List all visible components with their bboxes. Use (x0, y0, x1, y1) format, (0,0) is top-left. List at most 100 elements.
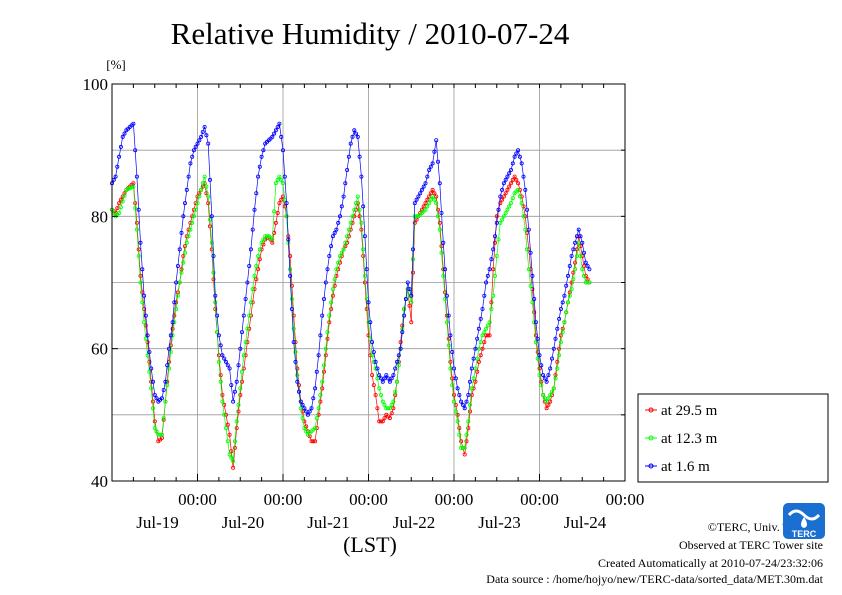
data-point (239, 369, 244, 374)
data-point (423, 181, 428, 186)
data-point (346, 227, 351, 232)
data-point (371, 349, 376, 354)
data-point (464, 432, 469, 437)
y-tick-label: 100 (83, 75, 109, 94)
data-point (500, 197, 505, 202)
x-axis: 00:00Jul-1900:00Jul-2000:00Jul-2100:00Ju… (132, 84, 644, 532)
data-point (348, 220, 353, 225)
data-point (432, 149, 437, 154)
data-point (337, 214, 342, 219)
logo-lettering: TERC (792, 529, 817, 539)
data-point (410, 247, 415, 252)
terc-logo: TERC (783, 503, 825, 539)
data-point (489, 257, 494, 262)
data-point (566, 300, 571, 305)
data-point (174, 280, 179, 285)
data-point (277, 174, 282, 179)
data-point (131, 121, 136, 126)
data-point (441, 273, 446, 278)
data-point (537, 353, 542, 358)
data-point (150, 399, 155, 404)
data-point (455, 412, 460, 417)
data-point (259, 240, 264, 245)
data-point (535, 356, 540, 361)
data-point (199, 187, 204, 192)
data-point (172, 300, 177, 305)
data-point (236, 402, 241, 407)
data-point (223, 359, 228, 364)
data-point (508, 167, 513, 172)
data-point (508, 201, 513, 206)
data-point (414, 197, 419, 202)
data-point (546, 402, 551, 407)
data-point (443, 296, 448, 301)
data-point (323, 346, 328, 351)
data-point (243, 296, 248, 301)
data-point (464, 439, 469, 444)
data-point (514, 151, 519, 156)
data-point (239, 330, 244, 335)
data-point (585, 263, 590, 268)
data-point (154, 396, 159, 401)
data-point (398, 346, 403, 351)
data-point (394, 359, 399, 364)
data-point (528, 283, 533, 288)
data-point (227, 432, 232, 437)
data-point (166, 346, 171, 351)
data-point (236, 409, 241, 414)
data-point (257, 247, 262, 252)
data-point (293, 349, 298, 354)
data-point (558, 306, 563, 311)
legend-label: at 1.6 m (661, 459, 710, 475)
data-point (478, 340, 483, 345)
data-point (386, 406, 391, 411)
data-point (222, 356, 227, 361)
data-point (512, 174, 517, 179)
data-point (247, 313, 252, 318)
data-point (361, 204, 366, 209)
data-point (241, 353, 246, 358)
data-point (357, 214, 362, 219)
data-point (330, 287, 335, 292)
data-point (380, 379, 385, 384)
data-point (252, 273, 257, 278)
data-point (467, 402, 472, 407)
x-tick-time-label: 00:00 (349, 490, 388, 509)
data-point (578, 253, 583, 258)
data-point (505, 207, 510, 212)
data-point (444, 293, 449, 298)
data-point (225, 422, 230, 427)
x-tick-time-label: 00:00 (520, 490, 559, 509)
data-point (321, 296, 326, 301)
data-point (206, 141, 211, 146)
data-point (551, 346, 556, 351)
data-point (400, 330, 405, 335)
data-point (434, 201, 439, 206)
data-point (450, 349, 455, 354)
data-point (209, 240, 214, 245)
data-point (548, 392, 553, 397)
data-point (243, 340, 248, 345)
series-0 (110, 174, 592, 470)
data-point (159, 396, 164, 401)
data-point (134, 227, 139, 232)
data-point (150, 379, 155, 384)
data-point (239, 379, 244, 384)
data-point (571, 277, 576, 282)
data-point (539, 383, 544, 388)
data-point (313, 426, 318, 431)
data-point (238, 392, 243, 397)
data-point (475, 336, 480, 341)
data-point (394, 379, 399, 384)
data-point (188, 161, 193, 166)
data-point (211, 270, 216, 275)
data-point (573, 267, 578, 272)
data-point (296, 389, 301, 394)
data-point (487, 320, 492, 325)
data-point (451, 399, 456, 404)
data-point (460, 445, 465, 450)
legend-box (637, 393, 829, 483)
data-point (215, 313, 220, 318)
data-point (439, 210, 444, 215)
data-point (387, 379, 392, 384)
